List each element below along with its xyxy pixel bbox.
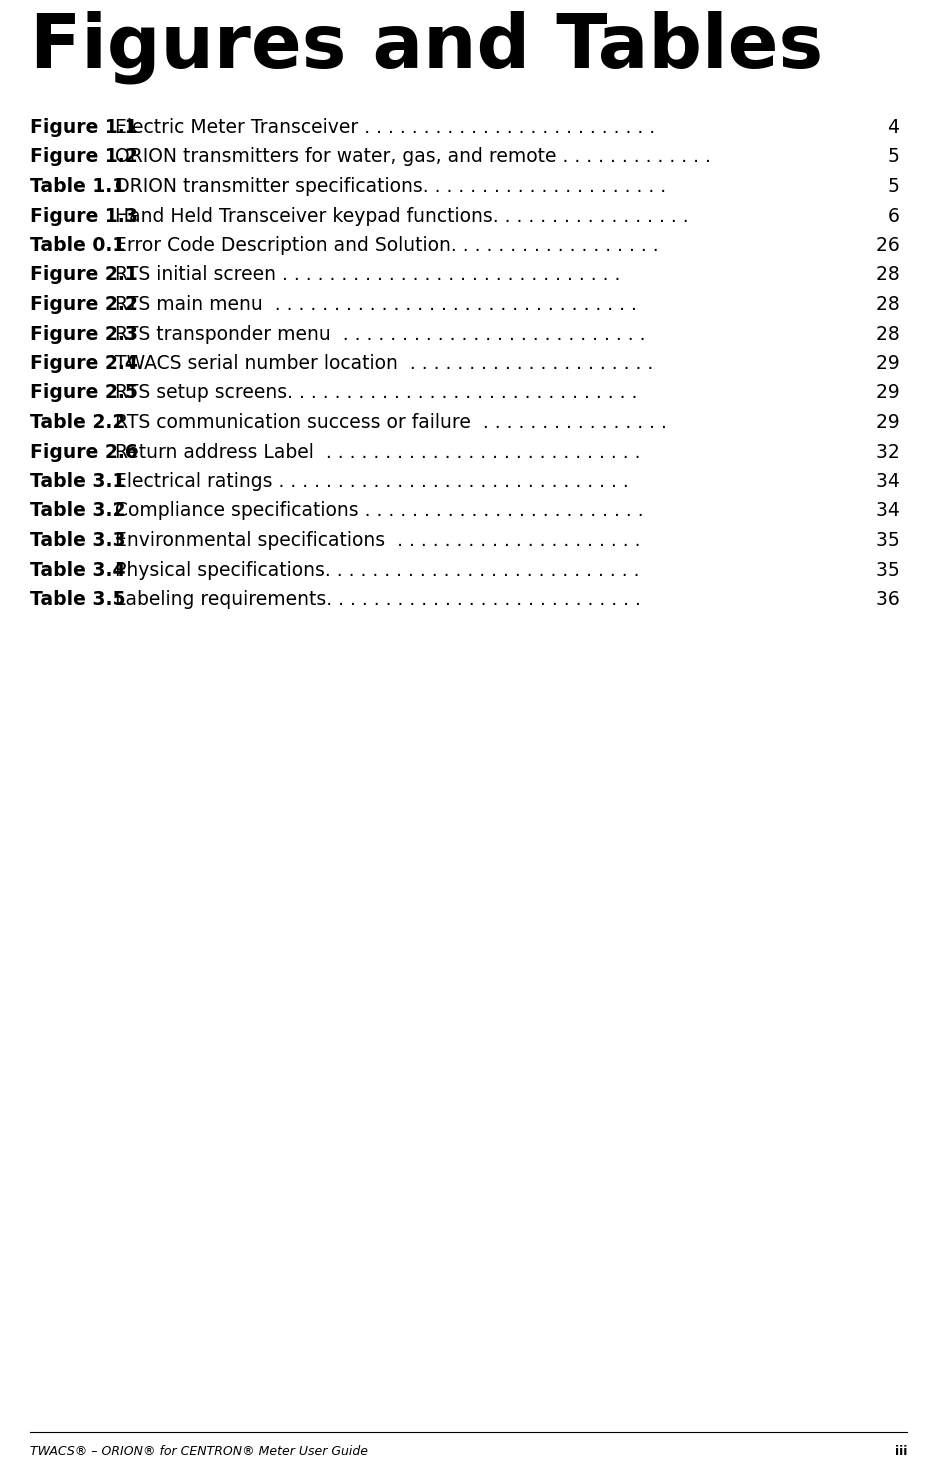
Text: 29: 29	[870, 384, 899, 402]
Text: 6: 6	[881, 206, 899, 225]
Text: Figure 1.1: Figure 1.1	[30, 118, 138, 137]
Text: 28: 28	[870, 294, 899, 314]
Text: Environmental specifications  . . . . . . . . . . . . . . . . . . . . .: Environmental specifications . . . . . .…	[115, 531, 640, 551]
Text: Figure 1.3: Figure 1.3	[30, 206, 138, 225]
Text: Figure 1.2: Figure 1.2	[30, 147, 138, 166]
Text: Compliance specifications . . . . . . . . . . . . . . . . . . . . . . . .: Compliance specifications . . . . . . . …	[115, 502, 643, 521]
Text: Hand Held Transceiver keypad functions. . . . . . . . . . . . . . . . .: Hand Held Transceiver keypad functions. …	[115, 206, 688, 225]
Text: Electric Meter Transceiver . . . . . . . . . . . . . . . . . . . . . . . . .: Electric Meter Transceiver . . . . . . .…	[115, 118, 654, 137]
Text: 28: 28	[870, 265, 899, 284]
Text: Figure 2.4: Figure 2.4	[30, 353, 138, 372]
Text: RTS initial screen . . . . . . . . . . . . . . . . . . . . . . . . . . . . .: RTS initial screen . . . . . . . . . . .…	[115, 265, 620, 284]
Text: Figures and Tables: Figures and Tables	[30, 10, 822, 84]
Text: 35: 35	[870, 561, 899, 580]
Text: 29: 29	[870, 414, 899, 431]
Text: 5: 5	[881, 147, 899, 166]
Text: Table 2.2: Table 2.2	[30, 414, 125, 431]
Text: Table 3.4: Table 3.4	[30, 561, 125, 580]
Text: Table 3.3: Table 3.3	[30, 531, 125, 551]
Text: RTS communication success or failure  . . . . . . . . . . . . . . . .: RTS communication success or failure . .…	[115, 414, 666, 431]
Text: Table 1.1: Table 1.1	[30, 177, 125, 196]
Text: Figure 2.2: Figure 2.2	[30, 294, 138, 314]
Text: 34: 34	[870, 473, 899, 492]
Text: 26: 26	[870, 236, 899, 255]
Text: 4: 4	[881, 118, 899, 137]
Text: RTS main menu  . . . . . . . . . . . . . . . . . . . . . . . . . . . . . . .: RTS main menu . . . . . . . . . . . . . …	[115, 294, 636, 314]
Text: 32: 32	[870, 443, 899, 462]
Text: Figure 2.1: Figure 2.1	[30, 265, 138, 284]
Text: Error Code Description and Solution. . . . . . . . . . . . . . . . . .: Error Code Description and Solution. . .…	[115, 236, 658, 255]
Text: Table 3.1: Table 3.1	[30, 473, 125, 492]
Text: Figure 2.6: Figure 2.6	[30, 443, 138, 462]
Text: 29: 29	[870, 353, 899, 372]
Text: ORION transmitter specifications. . . . . . . . . . . . . . . . . . . . .: ORION transmitter specifications. . . . …	[115, 177, 665, 196]
Text: TWACS® – ORION® for CENTRON® Meter User Guide: TWACS® – ORION® for CENTRON® Meter User …	[30, 1446, 368, 1457]
Text: Physical specifications. . . . . . . . . . . . . . . . . . . . . . . . . . .: Physical specifications. . . . . . . . .…	[115, 561, 638, 580]
Text: ORION transmitters for water, gas, and remote . . . . . . . . . . . . .: ORION transmitters for water, gas, and r…	[115, 147, 710, 166]
Text: RTS setup screens. . . . . . . . . . . . . . . . . . . . . . . . . . . . . .: RTS setup screens. . . . . . . . . . . .…	[115, 384, 636, 402]
Text: Electrical ratings . . . . . . . . . . . . . . . . . . . . . . . . . . . . . .: Electrical ratings . . . . . . . . . . .…	[115, 473, 628, 492]
Text: Figure 2.3: Figure 2.3	[30, 324, 138, 343]
Text: Table 3.5: Table 3.5	[30, 590, 125, 609]
Text: Labeling requirements. . . . . . . . . . . . . . . . . . . . . . . . . . .: Labeling requirements. . . . . . . . . .…	[115, 590, 640, 609]
Text: RTS transponder menu  . . . . . . . . . . . . . . . . . . . . . . . . . .: RTS transponder menu . . . . . . . . . .…	[115, 324, 645, 343]
Text: Figure 2.5: Figure 2.5	[30, 384, 138, 402]
Text: TWACS serial number location  . . . . . . . . . . . . . . . . . . . . .: TWACS serial number location . . . . . .…	[115, 353, 652, 372]
Text: Table 0.1: Table 0.1	[30, 236, 125, 255]
Text: 36: 36	[870, 590, 899, 609]
Text: 34: 34	[870, 502, 899, 521]
Text: 28: 28	[870, 324, 899, 343]
Text: iii: iii	[894, 1446, 906, 1457]
Text: Table 3.2: Table 3.2	[30, 502, 125, 521]
Text: 35: 35	[870, 531, 899, 551]
Text: 5: 5	[881, 177, 899, 196]
Text: Return address Label  . . . . . . . . . . . . . . . . . . . . . . . . . . .: Return address Label . . . . . . . . . .…	[115, 443, 640, 462]
